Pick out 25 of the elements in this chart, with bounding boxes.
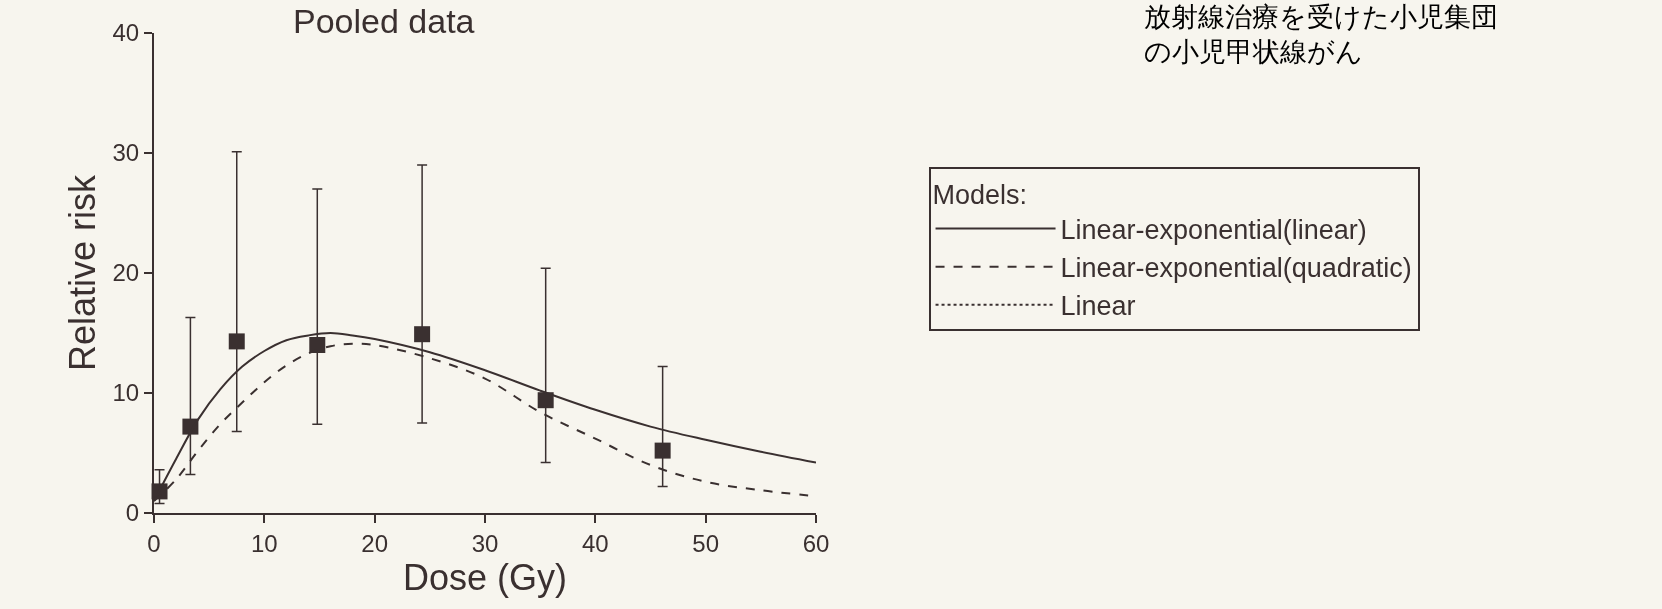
x-tick-label: 10 (250, 529, 278, 557)
x-tick-label: 40 (581, 529, 609, 557)
y-tick-label: 30 (112, 139, 140, 167)
x-tick-label: 50 (692, 529, 720, 557)
legend-title: Models: (932, 180, 1028, 211)
legend-label: Linear-exponential(linear) (1060, 215, 1367, 246)
point (537, 392, 554, 409)
point (654, 442, 671, 459)
y-tick-label: 0 (125, 499, 140, 527)
legend-label: Linear-exponential(quadratic) (1060, 253, 1412, 284)
point (309, 337, 326, 353)
point (228, 333, 245, 350)
x-tick-label: 20 (361, 529, 389, 557)
y-axis-title: Relative risk (61, 173, 103, 372)
y-tick-label: 10 (112, 379, 140, 407)
x-tick-label: 60 (802, 529, 830, 557)
chart-title: Pooled data (293, 1, 475, 40)
x-tick-label: 0 (147, 529, 161, 557)
y-tick-label: 20 (112, 259, 140, 287)
x-axis-title: Dose (Gy) (402, 556, 568, 598)
x-tick-label: 30 (471, 529, 499, 557)
legend-label: Linear (1060, 291, 1136, 322)
y-tick-label: 40 (112, 19, 140, 47)
point (414, 326, 431, 343)
text: 放射線治療を受けた小児集団の小児甲状線がん (1144, 1, 1498, 68)
